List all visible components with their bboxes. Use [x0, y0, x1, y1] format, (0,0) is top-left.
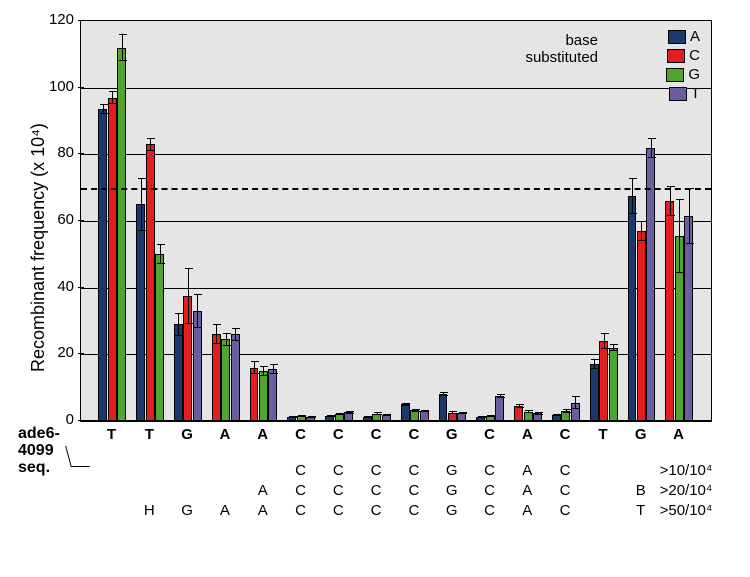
legend-label: G	[688, 66, 700, 83]
bar	[212, 334, 221, 421]
bar	[684, 216, 693, 421]
error-bar	[160, 244, 161, 264]
legend-label: A	[690, 28, 700, 45]
error-bar	[462, 412, 463, 415]
legend-item: C	[667, 47, 700, 64]
bar	[231, 334, 240, 421]
bar	[439, 394, 448, 421]
bar	[174, 324, 183, 421]
legend-item: A	[668, 28, 700, 45]
error-bar	[490, 415, 491, 417]
bar	[146, 144, 155, 421]
error-bar	[254, 361, 255, 374]
bar	[250, 368, 259, 421]
bar	[117, 48, 126, 421]
bar	[495, 396, 504, 421]
error-bar	[216, 324, 217, 344]
error-bar	[519, 404, 520, 408]
error-bar	[405, 403, 406, 406]
error-bar	[178, 313, 179, 336]
legend-swatch	[666, 68, 684, 82]
error-bar	[538, 412, 539, 415]
bar	[514, 406, 523, 421]
error-bar	[311, 416, 312, 418]
legend-swatch	[667, 49, 685, 63]
error-bar	[528, 410, 529, 413]
error-bar	[604, 333, 605, 350]
error-bar	[481, 416, 482, 418]
bar	[609, 348, 618, 421]
error-bar	[689, 188, 690, 245]
error-bar	[197, 294, 198, 327]
dashed-reference-line	[81, 188, 711, 190]
error-bar	[651, 138, 652, 158]
legend: base substituted ACGT	[590, 26, 708, 126]
error-bar	[575, 396, 576, 409]
x-axis-baseline	[81, 420, 711, 421]
error-bar	[415, 409, 416, 412]
bar	[599, 341, 608, 421]
error-bar	[235, 328, 236, 341]
bar	[401, 404, 410, 421]
bar	[637, 231, 646, 421]
legend-item: T	[669, 85, 700, 102]
error-bar	[226, 333, 227, 346]
legend-swatch	[668, 30, 686, 44]
bar	[108, 98, 117, 421]
legend-item: G	[666, 66, 700, 83]
error-bar	[566, 409, 567, 412]
bar	[665, 201, 674, 421]
error-bar	[452, 411, 453, 414]
error-bar	[377, 412, 378, 415]
xaxis-multiline-label: ade6- 4099 seq.	[18, 426, 60, 476]
y-axis-label: Recombinant frequency (x 10⁴)	[28, 123, 49, 372]
error-bar	[613, 344, 614, 351]
error-bar	[443, 392, 444, 396]
error-bar	[500, 394, 501, 398]
error-bar	[349, 411, 350, 414]
bar	[268, 369, 277, 421]
error-bar	[273, 364, 274, 374]
error-bar	[150, 138, 151, 151]
error-bar	[424, 410, 425, 413]
legend-label: C	[689, 47, 700, 64]
legend-swatch	[669, 87, 687, 101]
bar	[98, 109, 107, 421]
error-bar	[339, 413, 340, 416]
error-bar	[103, 104, 104, 114]
error-bar	[367, 416, 368, 418]
legend-title: base substituted	[525, 32, 598, 66]
error-bar	[112, 91, 113, 104]
error-bar	[188, 268, 189, 325]
error-bar	[263, 366, 264, 376]
seq-bracket	[65, 446, 90, 467]
error-bar	[556, 414, 557, 416]
bar	[259, 371, 268, 421]
figure: { "plot": { "x": 80, "y": 20, "w": 630, …	[0, 0, 750, 577]
error-bar	[141, 178, 142, 231]
error-bar	[330, 415, 331, 417]
error-bar	[679, 199, 680, 272]
bar	[155, 254, 164, 421]
bar	[136, 204, 145, 421]
bar	[590, 364, 599, 421]
error-bar	[641, 221, 642, 241]
bar	[628, 196, 637, 421]
error-bar	[632, 178, 633, 215]
bar	[221, 339, 230, 421]
error-bar	[594, 359, 595, 369]
error-bar	[122, 34, 123, 61]
error-bar	[670, 186, 671, 216]
error-bar	[301, 415, 302, 417]
error-bar	[292, 416, 293, 418]
legend-label: T	[691, 85, 700, 102]
error-bar	[386, 414, 387, 417]
